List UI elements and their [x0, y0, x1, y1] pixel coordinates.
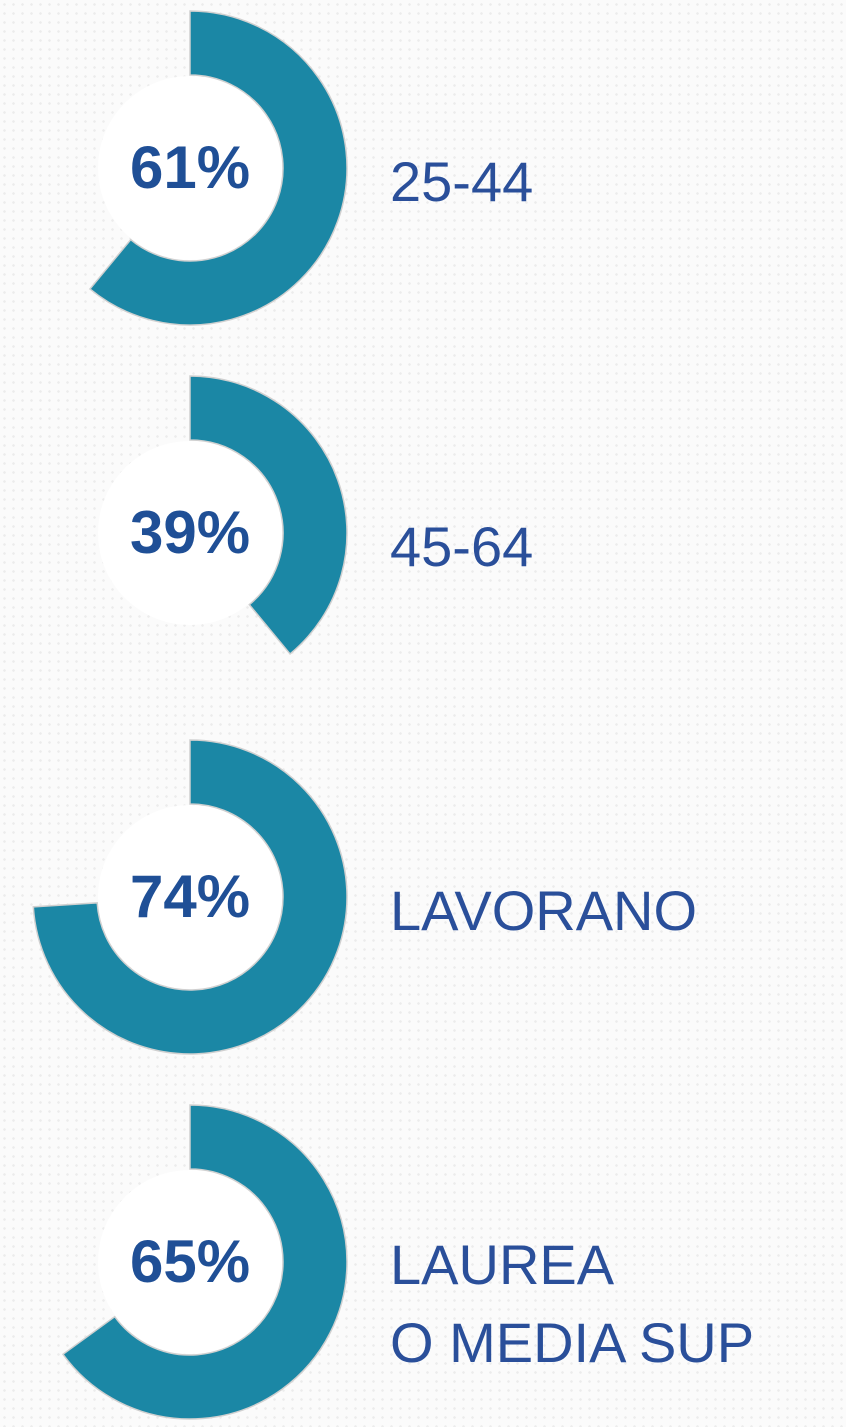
- donut-arc: [189, 375, 348, 656]
- percent-label: 39%: [130, 499, 250, 566]
- donut-arc: [61, 1104, 348, 1420]
- category-label: 45-64: [390, 515, 534, 578]
- donut-hole: [98, 76, 282, 260]
- category-label: 25-44: [390, 150, 534, 213]
- percent-label: 74%: [130, 863, 250, 930]
- percent-label: 61%: [130, 134, 250, 201]
- percent-label: 65%: [130, 1228, 250, 1295]
- category-label: LAVORANO: [390, 879, 698, 942]
- donut-hole: [98, 1170, 282, 1354]
- category-label: LAUREA O MEDIA SUP: [390, 1233, 755, 1374]
- donut-hole: [98, 441, 282, 625]
- donut-hole: [98, 805, 282, 989]
- donut-arc: [32, 739, 348, 1055]
- donut-arc: [88, 10, 348, 326]
